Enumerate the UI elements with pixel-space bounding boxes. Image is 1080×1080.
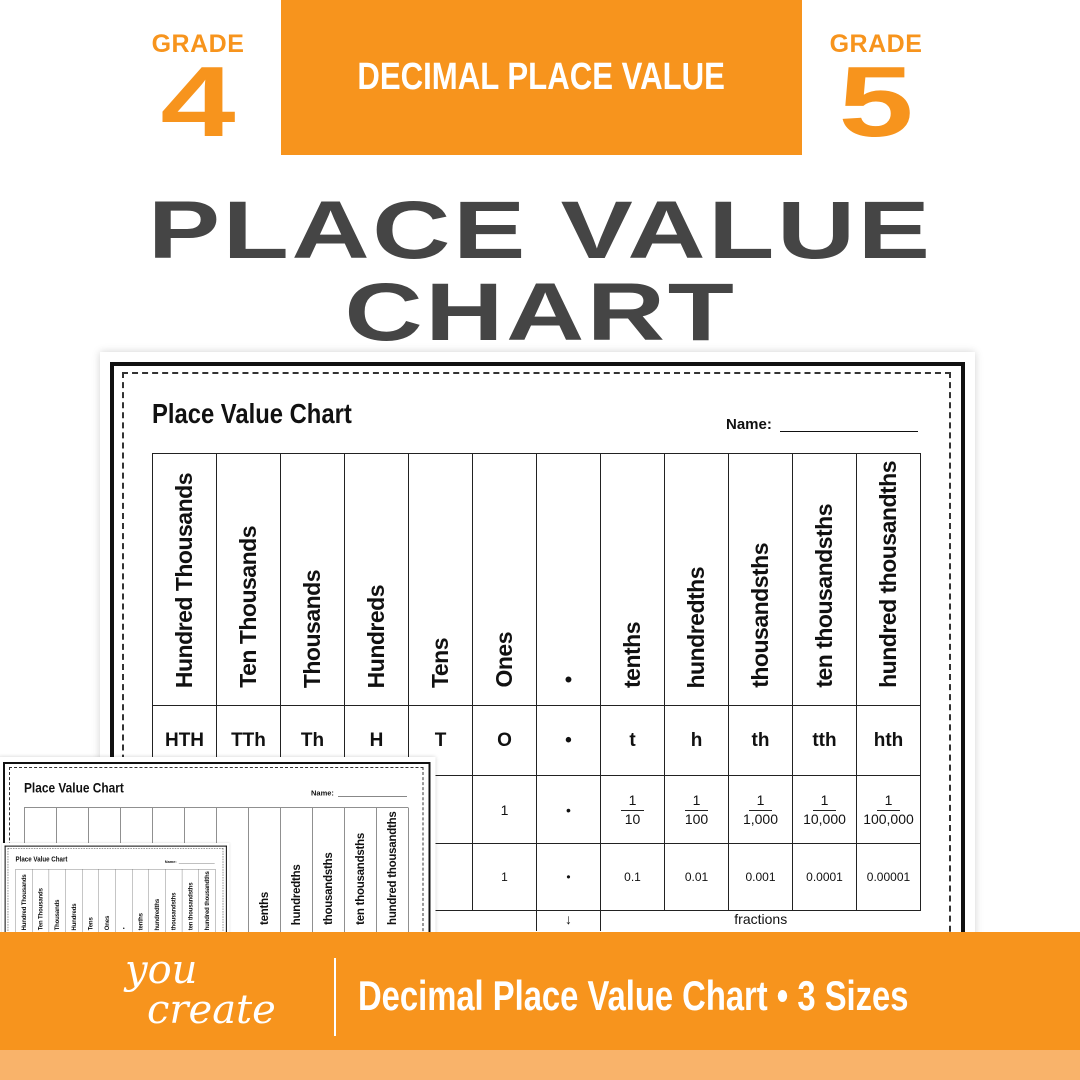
- header-cell: Ones: [472, 453, 537, 706]
- header-cell: hundred thousandths: [856, 453, 921, 706]
- header-cell: Hundreds: [65, 869, 83, 936]
- decimal-cell: 0.1: [600, 843, 665, 911]
- header-cell-decimal-point: •: [115, 869, 133, 936]
- fraction-cell: •: [536, 775, 601, 844]
- place-value-table: tenths hundredths thousandsths ten thousand…: [24, 807, 409, 934]
- grade-number: 4: [160, 46, 236, 158]
- arrow-icon: ↓: [536, 910, 601, 931]
- fraction-cell: 1 1,000: [728, 775, 793, 844]
- header-cell: hundredths: [280, 807, 313, 934]
- fractions-label: fractions: [734, 911, 788, 927]
- abbr-cell: t: [600, 705, 665, 776]
- header-cell: Ten Thousands: [32, 869, 50, 936]
- header-cell: hundredths: [148, 869, 166, 936]
- grade-number: 5: [838, 46, 914, 158]
- sheet-title: Place Value Chart: [152, 398, 352, 429]
- decimal-cell: 0.001: [728, 843, 793, 911]
- decimal-cell: 1: [472, 843, 537, 911]
- name-field[interactable]: [338, 796, 407, 797]
- header-cell: Ones: [98, 869, 116, 936]
- header-cell: thousandsths: [312, 807, 345, 934]
- decimal-cell: 0.01: [664, 843, 729, 911]
- place-value-table: Hundred Thousands Ten Thousands Thousands H…: [15, 869, 216, 936]
- abbr-cell: •: [536, 705, 601, 776]
- name-field[interactable]: [780, 431, 918, 432]
- page-title-line2: CHART: [344, 267, 736, 358]
- fraction-cell: 1 100,000: [856, 775, 921, 844]
- abbr-cell: tth: [792, 705, 857, 776]
- sheet-border: [110, 362, 965, 972]
- cut-line: [122, 372, 951, 972]
- header-cell: Ten Thousands: [216, 453, 281, 706]
- page-title-line1: PLACE VALUE: [147, 185, 933, 276]
- decimal-cell: •: [536, 843, 601, 911]
- footer-banner: [0, 932, 1080, 1050]
- header-cell: tenths: [248, 807, 281, 934]
- cut-line: [7, 848, 224, 1005]
- header-cell-decimal-point: •: [536, 453, 601, 706]
- footer-divider: [334, 958, 336, 1036]
- header-cell: ten thousandsths: [181, 869, 199, 936]
- name-label: Name:: [311, 789, 334, 798]
- fraction-cell: 1: [472, 775, 537, 844]
- grade-5-label: GRADE 5: [811, 30, 941, 152]
- sheet-title: Place Value Chart: [15, 854, 68, 864]
- grade-4-label: GRADE 4: [133, 30, 263, 152]
- name-label: Name:: [164, 859, 177, 865]
- header-cell: ten thousandsths: [344, 807, 377, 934]
- fraction-cell: 1 100: [664, 775, 729, 844]
- header-cell: tenths: [131, 869, 149, 936]
- decimal-cell: 0.0001: [792, 843, 857, 911]
- footer-strip: [0, 1050, 1080, 1080]
- header-cell: Tens: [408, 453, 473, 706]
- header-cell: Tens: [82, 869, 99, 936]
- header-cell: Thousands: [48, 869, 66, 936]
- sheet-border: [4, 845, 227, 1005]
- decimal-place-value-banner: DECIMAL PLACE VALUE: [281, 0, 802, 155]
- header-cell: hundred thousandths: [198, 869, 216, 936]
- grade-label: GRADE: [829, 30, 923, 58]
- abbr-cell: th: [728, 705, 793, 776]
- header-cell: Thousands: [280, 453, 345, 706]
- header-cell: ten thousandsths: [792, 453, 857, 706]
- header-cell: thousandsths: [165, 869, 183, 936]
- header-cell: Hundreds: [344, 453, 409, 706]
- header-cell: Hundred Thousands: [152, 453, 217, 706]
- abbr-cell: O: [472, 705, 537, 776]
- you-create-logo: you create: [125, 947, 276, 1033]
- abbr-cell: h: [664, 705, 729, 776]
- sheet-title: Place Value Chart: [24, 780, 124, 796]
- banner-text: DECIMAL PLACE VALUE: [357, 56, 726, 98]
- footer-text: Decimal Place Value Chart • 3 Sizes: [358, 972, 909, 1019]
- header-cell: Hundred Thousands: [15, 869, 33, 936]
- abbr-cell: hth: [856, 705, 921, 776]
- header-cell: tenths: [600, 453, 665, 706]
- header-cell: thousandsths: [728, 453, 793, 706]
- header-cell: hundredths: [664, 453, 729, 706]
- decimal-cell: 0.00001: [856, 843, 921, 911]
- header-cell: hundred thousandths: [376, 807, 409, 934]
- grade-label: GRADE: [151, 30, 245, 58]
- name-label: Name:: [726, 416, 772, 433]
- fraction-cell: 1 10: [600, 775, 665, 844]
- fraction-cell: 1 10,000: [792, 775, 857, 844]
